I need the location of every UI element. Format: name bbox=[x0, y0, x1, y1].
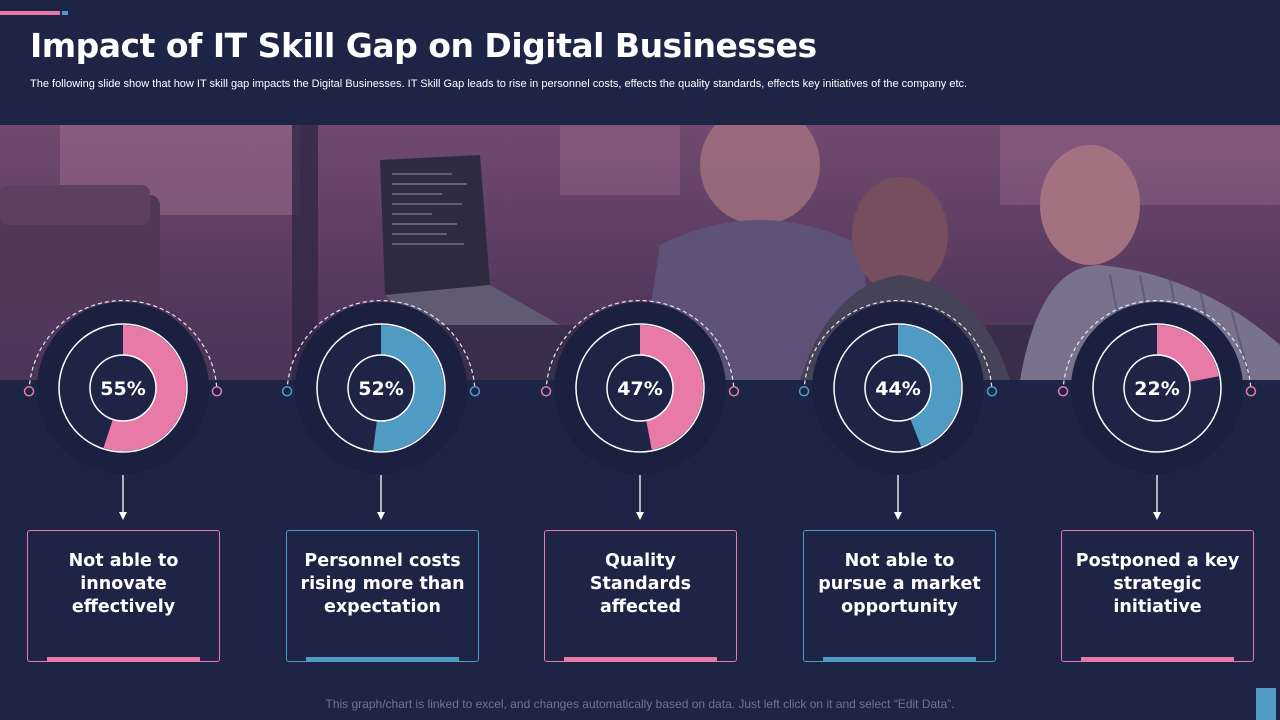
donut-segment-3 bbox=[640, 325, 703, 450]
impact-card-text: Not able to innovate effectively bbox=[68, 550, 179, 617]
donut-label-5: 22% bbox=[1134, 378, 1179, 400]
dashed-arc-4 bbox=[803, 299, 993, 392]
dashed-arc-3 bbox=[545, 299, 735, 392]
arc-end-dot-left-4 bbox=[798, 386, 810, 397]
impact-card-4: Not able to pursue a market opportunity bbox=[803, 530, 996, 662]
impact-card-accent-bar bbox=[306, 657, 459, 662]
top-accent-bar bbox=[0, 11, 68, 15]
arrow-head-2 bbox=[377, 512, 385, 520]
arc-end-dot-left-2 bbox=[281, 386, 293, 397]
impact-card-accent-bar bbox=[1081, 657, 1234, 662]
arc-end-dot-left-1 bbox=[23, 386, 35, 397]
accent-segment-blue bbox=[62, 11, 68, 15]
donut-hole-3 bbox=[606, 354, 674, 422]
donut-hole-5 bbox=[1123, 354, 1191, 422]
impact-card-text: Not able to pursue a market opportunity bbox=[818, 550, 981, 617]
donut-hole-1 bbox=[89, 354, 157, 422]
page-title: Impact of IT Skill Gap on Digital Busine… bbox=[30, 26, 817, 65]
impact-card-accent-bar bbox=[564, 657, 717, 662]
arrow-head-5 bbox=[1153, 512, 1161, 520]
donut-hole-4 bbox=[864, 354, 932, 422]
impact-card-1: Not able to innovate effectively bbox=[27, 530, 220, 662]
arc-end-dot-left-5 bbox=[1057, 386, 1069, 397]
arrow-head-1 bbox=[119, 512, 127, 520]
impact-card-text: Personnel costs rising more than expecta… bbox=[300, 550, 465, 617]
impact-card-text: Postponed a key strategic initiative bbox=[1075, 550, 1240, 617]
donut-label-3: 47% bbox=[617, 378, 662, 400]
donut-segment-5 bbox=[1157, 325, 1219, 382]
arc-end-dot-left-3 bbox=[540, 386, 552, 397]
arc-end-dot-right-4 bbox=[986, 386, 998, 397]
dashed-arc-5 bbox=[1062, 300, 1252, 392]
dashed-arc-1 bbox=[28, 299, 218, 392]
impact-card-accent-bar bbox=[47, 657, 200, 662]
donut-label-2: 52% bbox=[358, 378, 403, 400]
impact-card-accent-bar bbox=[823, 657, 976, 662]
accent-segment-pink bbox=[0, 11, 60, 15]
donut-segment-2 bbox=[373, 325, 444, 451]
arc-end-dot-right-1 bbox=[211, 386, 223, 397]
impact-card-text: Quality Standards affected bbox=[589, 550, 692, 617]
impact-card-3: Quality Standards affected bbox=[544, 530, 737, 662]
arc-end-dot-right-5 bbox=[1245, 386, 1257, 397]
impact-card-2: Personnel costs rising more than expecta… bbox=[286, 530, 479, 662]
arc-end-dot-right-2 bbox=[469, 386, 481, 397]
donut-hole-2 bbox=[347, 354, 415, 422]
footer-note: This graph/chart is linked to excel, and… bbox=[325, 697, 955, 711]
donut-segment-1 bbox=[103, 325, 187, 451]
impact-card-5: Postponed a key strategic initiative bbox=[1061, 530, 1254, 662]
donut-label-4: 44% bbox=[875, 378, 920, 400]
donut-segment-4 bbox=[898, 325, 962, 447]
arrow-head-3 bbox=[636, 512, 644, 520]
dashed-arc-2 bbox=[286, 299, 476, 392]
donut-label-1: 55% bbox=[100, 378, 145, 400]
corner-accent bbox=[1256, 688, 1276, 720]
arrow-head-4 bbox=[894, 512, 902, 520]
arc-end-dot-right-3 bbox=[728, 386, 740, 397]
page-subtitle: The following slide show that how IT ski… bbox=[30, 78, 968, 90]
